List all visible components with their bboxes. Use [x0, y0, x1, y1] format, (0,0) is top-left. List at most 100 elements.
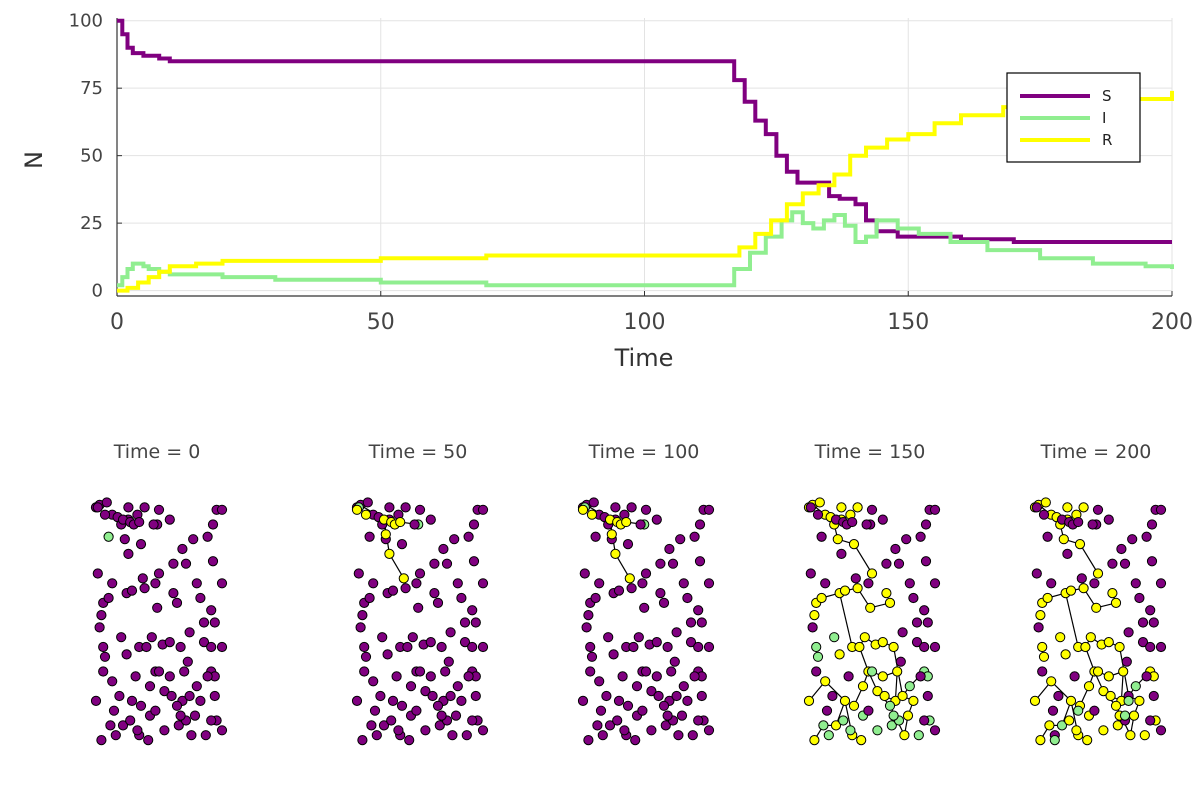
- node-susceptible: [207, 519, 219, 530]
- node-recovered: [820, 676, 831, 687]
- node-recovered: [1103, 671, 1114, 682]
- node-recovered: [856, 735, 867, 746]
- node-susceptible: [159, 686, 170, 697]
- node-recovered: [1071, 725, 1082, 736]
- node-susceptible: [445, 627, 456, 638]
- node-susceptible: [216, 504, 228, 515]
- node-recovered: [1029, 695, 1041, 707]
- node-susceptible: [664, 543, 675, 555]
- node-recovered: [1065, 695, 1077, 707]
- node-susceptible: [682, 695, 693, 707]
- node-susceptible: [1137, 637, 1149, 648]
- node-recovered: [884, 597, 896, 609]
- node-susceptible: [1123, 627, 1134, 638]
- node-recovered: [1092, 666, 1104, 677]
- node-susceptible: [202, 671, 213, 682]
- axes: 0 50 100 150 200 0 25 50 75 100: [69, 11, 1193, 335]
- node-susceptible: [101, 497, 112, 508]
- node-susceptible: [168, 588, 179, 599]
- node-susceptible: [186, 730, 197, 741]
- node-susceptible: [594, 578, 605, 589]
- node-susceptible: [357, 610, 368, 621]
- node-recovered: [610, 548, 621, 560]
- node-susceptible: [359, 641, 370, 653]
- node-susceptible: [682, 592, 693, 604]
- node-susceptible: [617, 671, 628, 682]
- node-susceptible: [359, 666, 370, 677]
- node-recovered: [351, 504, 363, 515]
- node-susceptible: [107, 578, 118, 589]
- snapshot-title-200: Time = 200: [1040, 441, 1152, 463]
- node-susceptible: [613, 585, 625, 596]
- node-infected: [904, 681, 915, 692]
- node-susceptible: [144, 681, 156, 692]
- node-susceptible: [850, 573, 861, 584]
- node-susceptible: [890, 543, 901, 555]
- node-susceptible: [425, 671, 436, 682]
- node-susceptible: [164, 637, 175, 648]
- node-susceptible: [676, 710, 688, 721]
- node-susceptible: [637, 705, 648, 716]
- node-susceptible: [119, 534, 130, 545]
- node-infected: [845, 725, 856, 736]
- node-susceptible: [1155, 578, 1167, 589]
- node-susceptible: [362, 497, 373, 508]
- node-susceptible: [123, 502, 134, 513]
- node-susceptible: [827, 690, 838, 702]
- node-recovered: [899, 730, 910, 741]
- node-recovered: [816, 592, 827, 604]
- node-susceptible: [895, 656, 906, 667]
- node-susceptible: [1130, 578, 1141, 589]
- node-susceptible: [467, 715, 478, 726]
- node-susceptible: [477, 641, 489, 653]
- node-susceptible: [152, 602, 163, 613]
- node-susceptible: [153, 666, 165, 677]
- node-recovered: [879, 690, 890, 702]
- node-susceptible: [382, 649, 393, 660]
- node-recovered: [1040, 497, 1051, 508]
- node-recovered: [380, 529, 391, 540]
- node-susceptible: [135, 700, 147, 711]
- node-susceptible: [135, 539, 147, 550]
- node-susceptible: [805, 502, 816, 513]
- node-recovered: [1058, 534, 1069, 545]
- node-susceptible: [393, 725, 404, 736]
- node-recovered: [877, 637, 888, 648]
- node-susceptible: [612, 715, 623, 726]
- node-susceptible: [1155, 641, 1167, 653]
- node-susceptible: [411, 705, 422, 716]
- node-susceptible: [904, 578, 915, 589]
- node-susceptible: [651, 671, 662, 682]
- node-susceptible: [1145, 641, 1156, 653]
- node-recovered: [1060, 649, 1071, 660]
- node-recovered: [830, 720, 842, 731]
- node-susceptible: [689, 531, 700, 542]
- node-susceptible: [184, 627, 195, 638]
- node-susceptible: [685, 617, 697, 628]
- node-susceptible: [703, 578, 715, 589]
- node-infected: [884, 700, 896, 711]
- node-susceptible: [375, 690, 386, 702]
- node-susceptible: [184, 690, 195, 702]
- node-infected: [1073, 705, 1084, 716]
- node-susceptible: [353, 568, 364, 579]
- snapshot-title-50: Time = 50: [368, 441, 468, 463]
- node-recovered: [1055, 632, 1066, 643]
- node-susceptible: [477, 504, 489, 515]
- node-susceptible: [400, 583, 411, 594]
- node-susceptible: [427, 690, 438, 702]
- node-susceptible: [669, 656, 680, 667]
- node-recovered: [1082, 735, 1093, 746]
- node-susceptible: [1146, 519, 1158, 530]
- node-infected: [886, 720, 897, 731]
- node-susceptible: [696, 690, 707, 702]
- node-recovered: [1046, 676, 1057, 687]
- node-susceptible: [601, 690, 612, 702]
- node-susceptible: [821, 705, 833, 716]
- node-susceptible: [1121, 656, 1132, 667]
- node-susceptible: [110, 730, 121, 741]
- node-recovered: [621, 516, 632, 528]
- node-susceptible: [1141, 671, 1152, 682]
- node-susceptible: [126, 585, 138, 596]
- node-susceptible: [919, 641, 930, 653]
